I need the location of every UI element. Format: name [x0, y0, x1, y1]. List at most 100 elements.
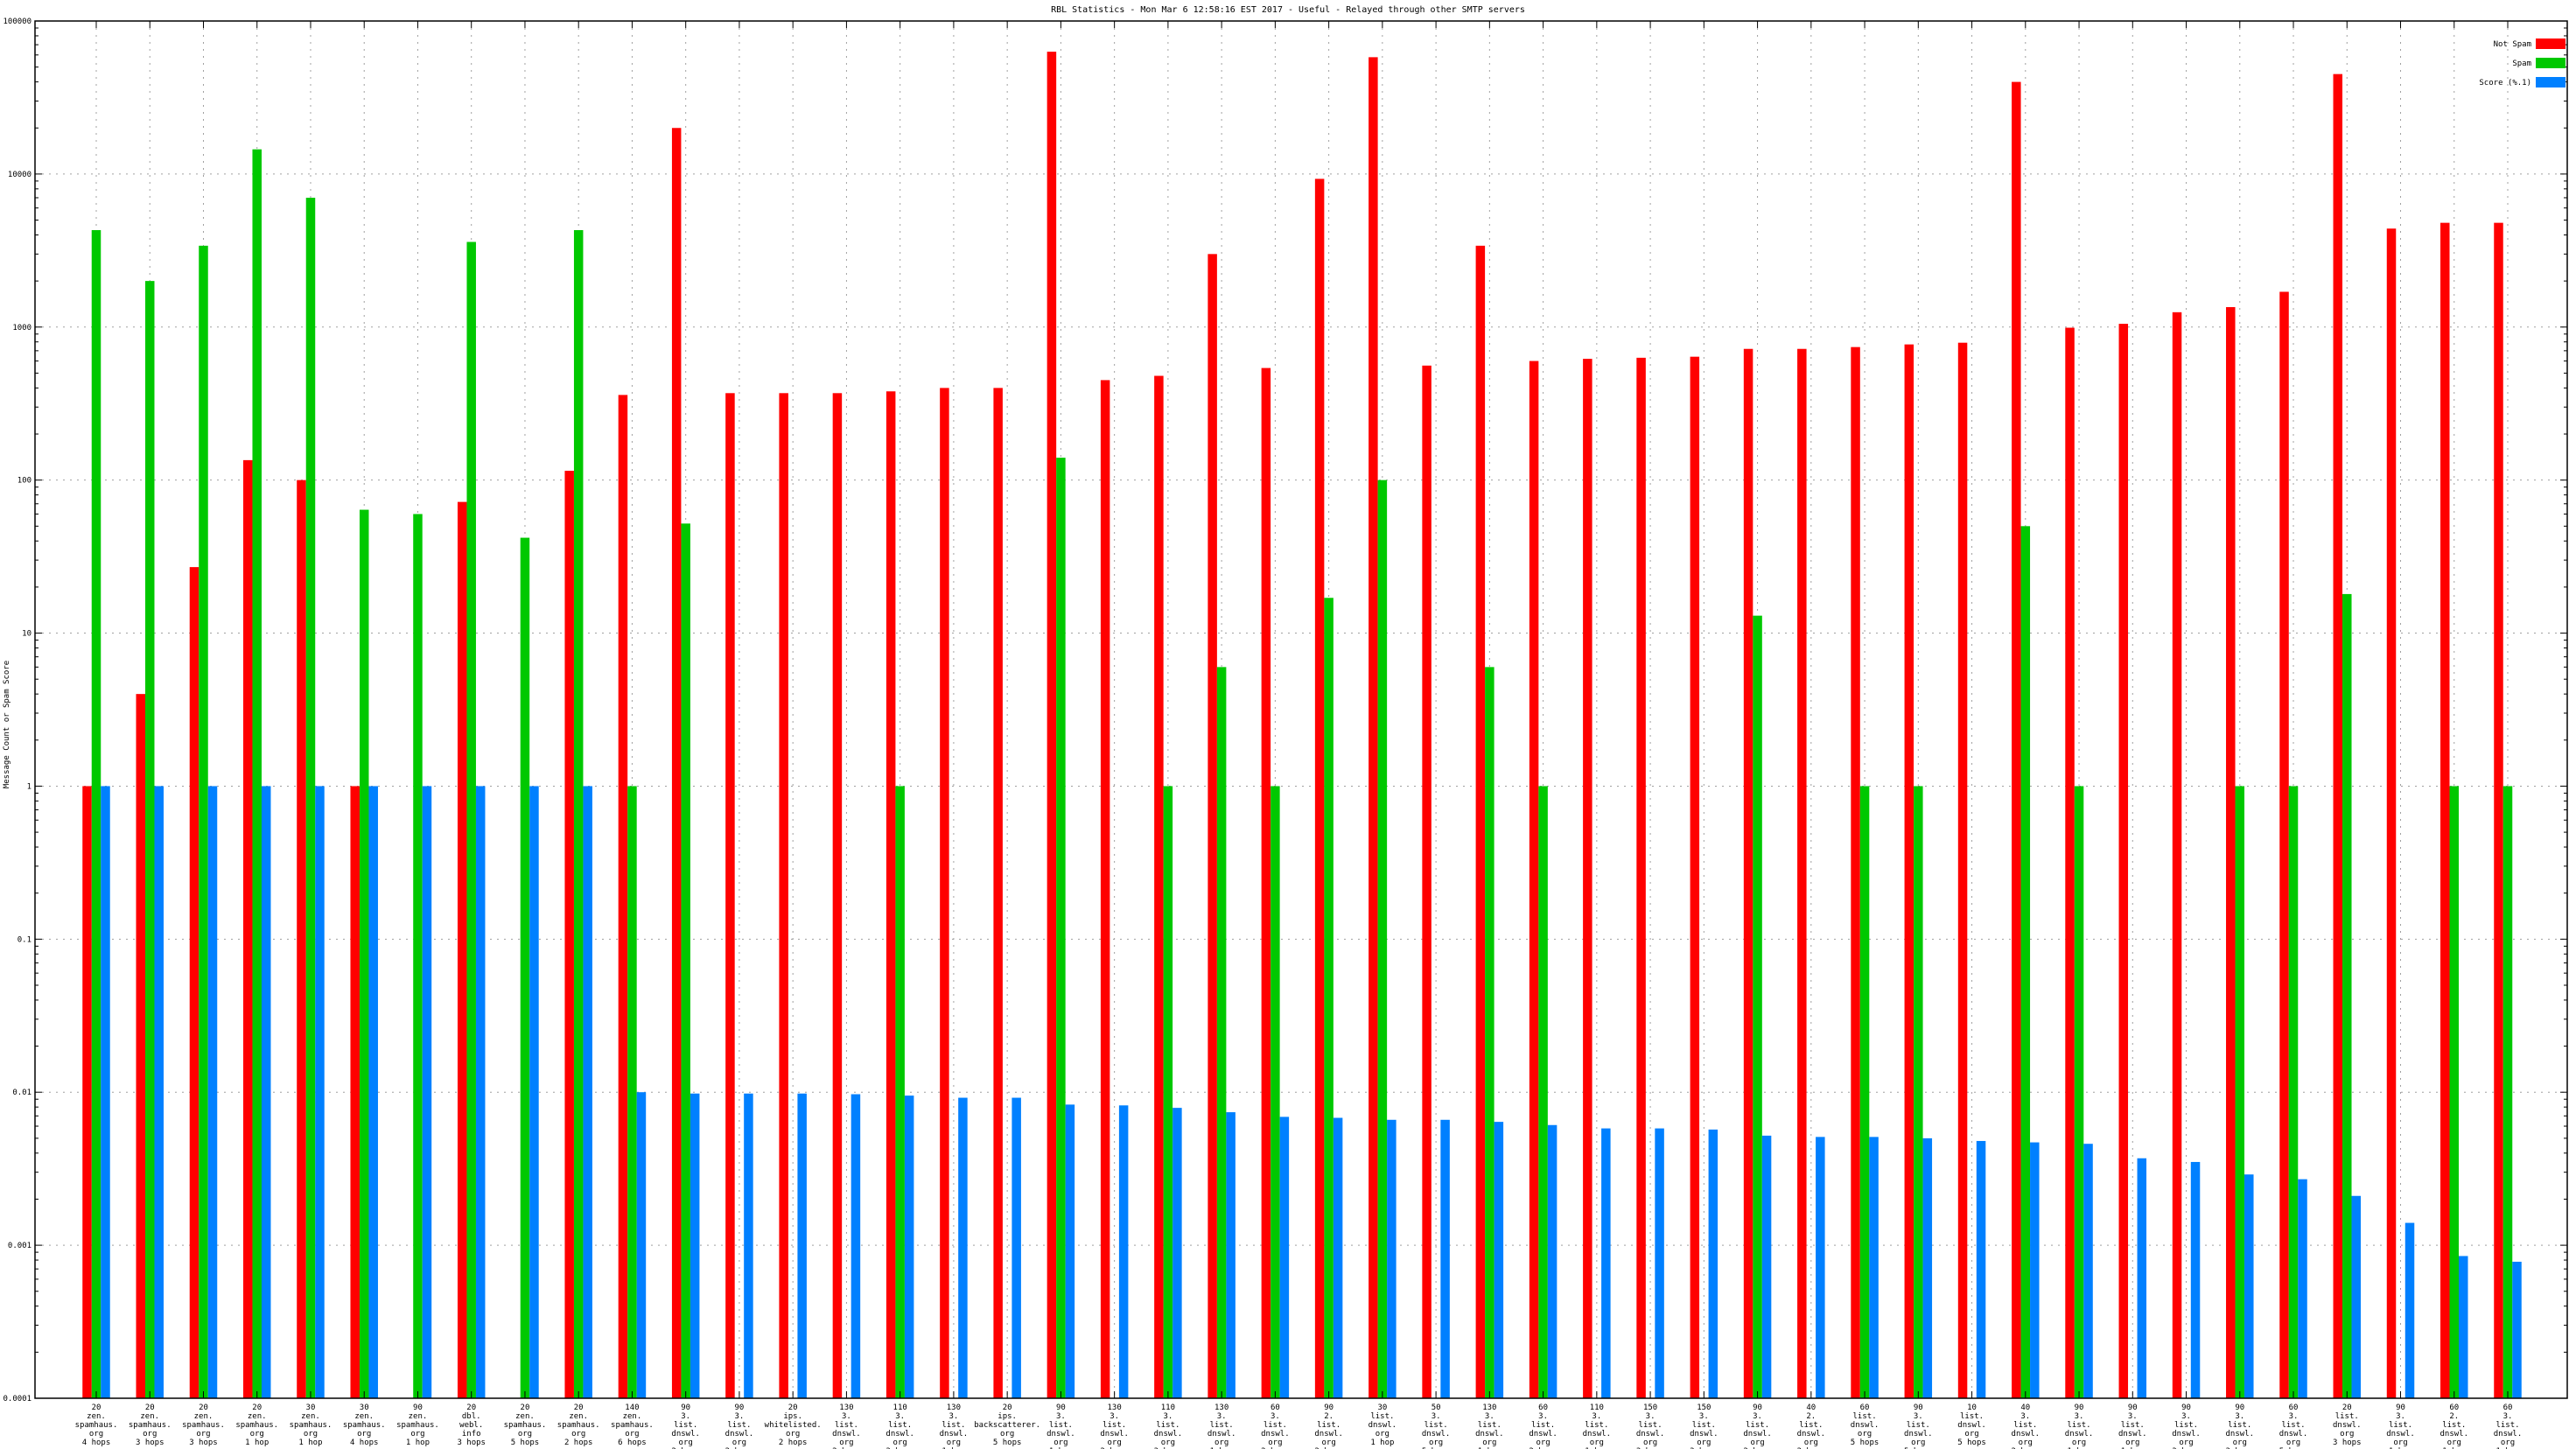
bar-score-1	[1333, 1117, 1343, 1398]
bar-not-spam	[136, 694, 145, 1398]
chart-title: RBL Statistics - Mon Mar 6 12:58:16 EST …	[1051, 5, 1525, 15]
bar-spam	[359, 509, 369, 1398]
y-tick-label: 1000	[12, 324, 32, 332]
bar-score-1	[1279, 1116, 1290, 1398]
bar-score-1	[1118, 1105, 1129, 1398]
y-tick-label: 0.1	[18, 935, 32, 944]
bar-spam	[573, 229, 584, 1398]
bar-score-1	[2351, 1195, 2362, 1398]
bar-not-spam	[82, 786, 92, 1398]
bar-score-1	[636, 1092, 647, 1398]
bar-score-1	[904, 1096, 914, 1398]
bar-not-spam	[1797, 348, 1807, 1398]
bar-score-1	[2083, 1144, 2093, 1398]
bar-score-1	[2459, 1256, 2468, 1398]
bar-spam	[2288, 786, 2299, 1398]
y-tick-label: 0.01	[12, 1088, 32, 1097]
bar-not-spam	[1154, 375, 1164, 1398]
bar-score-1	[1494, 1122, 1504, 1398]
bar-spam	[91, 229, 102, 1398]
legend-label: Score (%.1)	[2479, 79, 2531, 88]
bar-spam	[199, 245, 208, 1399]
bar-not-spam	[1475, 245, 1486, 1399]
bar-score-1	[958, 1097, 968, 1398]
bar-score-1	[2137, 1158, 2147, 1398]
bar-score-1	[368, 786, 378, 1398]
bar-not-spam	[242, 459, 253, 1398]
x-category-label: 20 zen. spamhaus. org 2 hops	[557, 1404, 600, 1447]
legend: Not Spam Spam Score (%.1)	[2479, 38, 2566, 88]
bar-not-spam	[2386, 228, 2397, 1398]
bar-score-1	[1869, 1137, 1879, 1398]
bar-score-1	[315, 786, 325, 1398]
bar-not-spam	[1583, 359, 1592, 1398]
bar-spam	[2342, 593, 2352, 1398]
bar-score-1	[154, 786, 164, 1398]
bar-spam	[1859, 786, 1870, 1398]
y-tick-label: 0.0001	[3, 1395, 32, 1404]
bar-spam	[1324, 598, 1334, 1398]
x-axis-categories: 20 zen. spamhaus. org 4 hops 20 zen. spamhaus. o…	[75, 1404, 2523, 1449]
legend-label: Not Spam	[2494, 40, 2531, 49]
x-category-label: 20 list. dnswl. org 3 hops	[2333, 1404, 2362, 1447]
bar-not-spam	[189, 567, 200, 1398]
bar-not-spam	[993, 388, 1003, 1399]
bar-spam	[252, 149, 262, 1398]
bar-spam	[1538, 786, 1548, 1398]
bar-not-spam	[1636, 357, 1646, 1399]
bar-score-1	[1065, 1104, 1075, 1398]
bar-not-spam	[2065, 327, 2075, 1398]
bar-not-spam	[564, 471, 574, 1398]
bar-spam	[2449, 786, 2460, 1398]
x-category-label: 20 ips. backscatterer. org 5 hops	[974, 1404, 1040, 1447]
bar-not-spam	[457, 501, 467, 1398]
bar-not-spam	[725, 393, 735, 1399]
x-category-label: 20 zen. spamhaus. org 5 hops	[504, 1404, 547, 1447]
bar-spam	[1270, 786, 1280, 1398]
x-category-label: 140 zen. spamhaus. org 6 hops	[611, 1404, 654, 1447]
bar-score-1	[1601, 1128, 1611, 1398]
bar-not-spam	[1690, 356, 1700, 1398]
bar-spam	[2235, 786, 2245, 1398]
bar-not-spam	[1314, 178, 1325, 1398]
bar-not-spam	[1208, 254, 1217, 1398]
x-category-label: 20 dbl. webl. info 3 hops	[457, 1404, 486, 1447]
bar-score-1	[1012, 1097, 1021, 1398]
bar-score-1	[261, 786, 271, 1398]
bar-not-spam	[779, 393, 788, 1399]
y-tick-label: 10	[22, 630, 32, 639]
bar-score-1	[2298, 1179, 2307, 1398]
bar-not-spam	[1743, 348, 1754, 1398]
bar-score-1	[2404, 1222, 2415, 1398]
bar-score-1	[2244, 1174, 2254, 1398]
x-category-label: 20 ips. whitelisted. org 2 hops	[765, 1404, 822, 1447]
bar-score-1	[207, 786, 218, 1398]
y-tick-label: 100	[18, 477, 32, 486]
bar-score-1	[744, 1093, 753, 1398]
bar-not-spam	[2440, 222, 2450, 1399]
legend-swatch	[2536, 58, 2566, 68]
y-tick-label: 10000	[8, 171, 32, 179]
x-category-label: 20 zen. spamhaus. org 1 hop	[235, 1404, 278, 1447]
bar-not-spam	[671, 128, 682, 1399]
bar-spam	[2502, 786, 2513, 1398]
bar-spam	[1163, 786, 1173, 1398]
